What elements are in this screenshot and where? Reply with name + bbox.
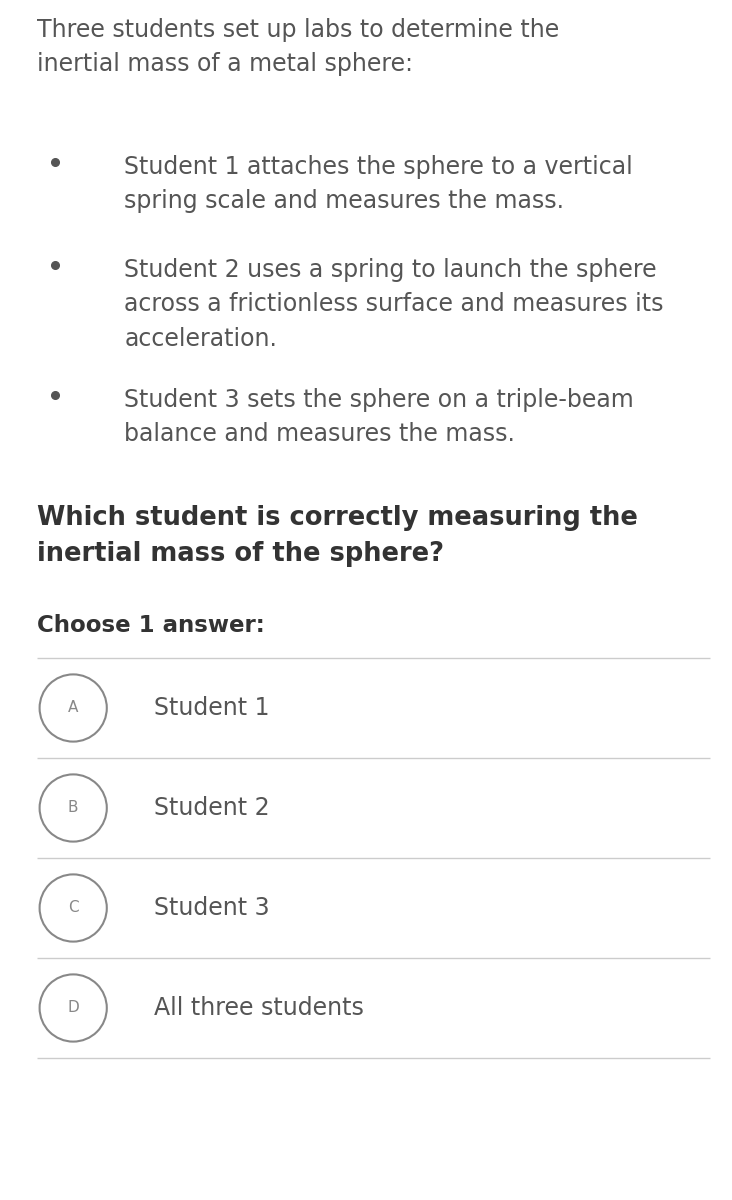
- Text: All three students: All three students: [154, 996, 364, 1020]
- Text: Student 1 attaches the sphere to a vertical
spring scale and measures the mass.: Student 1 attaches the sphere to a verti…: [124, 155, 633, 214]
- Text: Student 3 sets the sphere on a triple-beam
balance and measures the mass.: Student 3 sets the sphere on a triple-be…: [124, 388, 634, 446]
- Text: Student 3: Student 3: [154, 896, 269, 920]
- Text: Choose 1 answer:: Choose 1 answer:: [37, 614, 264, 637]
- Text: Student 2 uses a spring to launch the sphere
across a frictionless surface and m: Student 2 uses a spring to launch the sp…: [124, 258, 664, 350]
- Text: C: C: [68, 900, 78, 916]
- Text: D: D: [67, 1001, 79, 1015]
- Text: Student 1: Student 1: [154, 696, 269, 720]
- Text: Which student is correctly measuring the
inertial mass of the sphere?: Which student is correctly measuring the…: [37, 505, 638, 568]
- Text: Three students set up labs to determine the
inertial mass of a metal sphere:: Three students set up labs to determine …: [37, 18, 559, 76]
- Text: A: A: [68, 701, 78, 715]
- Text: B: B: [68, 800, 78, 816]
- Text: Student 2: Student 2: [154, 796, 269, 820]
